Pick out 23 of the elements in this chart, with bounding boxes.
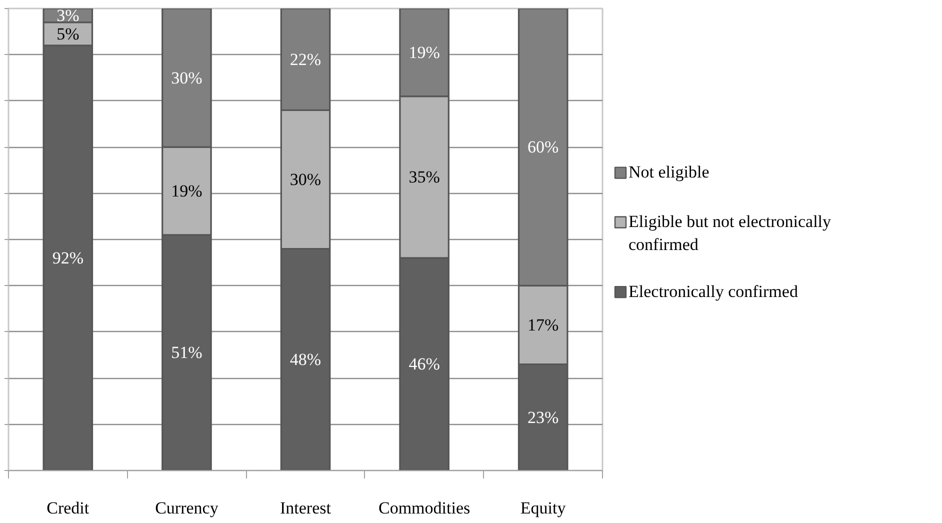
- x-tick-label: Currency: [155, 498, 219, 518]
- data-label: 17%: [528, 315, 559, 334]
- legend-label: Electronically confirmed: [628, 282, 798, 301]
- legend-label: Not eligible: [628, 162, 710, 182]
- data-label: 30%: [290, 170, 322, 189]
- data-label: 19%: [171, 181, 202, 200]
- data-label: 23%: [528, 408, 559, 427]
- x-tick-label: Commodities: [378, 498, 470, 518]
- data-label: 5%: [56, 24, 80, 44]
- x-tick-label: Credit: [46, 498, 90, 518]
- x-tick-label: Interest: [280, 498, 332, 518]
- legend-label: Eligible but not electronically confirmed: [628, 212, 832, 254]
- data-label: 60%: [528, 138, 559, 157]
- data-label: 51%: [171, 343, 202, 362]
- data-label: 92%: [52, 248, 84, 268]
- data-label: 19%: [408, 42, 440, 62]
- data-label: 46%: [408, 354, 440, 374]
- data-label: 35%: [408, 168, 440, 187]
- data-label: 30%: [171, 68, 202, 88]
- x-tick-label: Equity: [520, 498, 566, 518]
- data-label: 22%: [290, 50, 322, 69]
- data-label: 3%: [56, 6, 80, 25]
- data-label: 48%: [290, 350, 322, 370]
